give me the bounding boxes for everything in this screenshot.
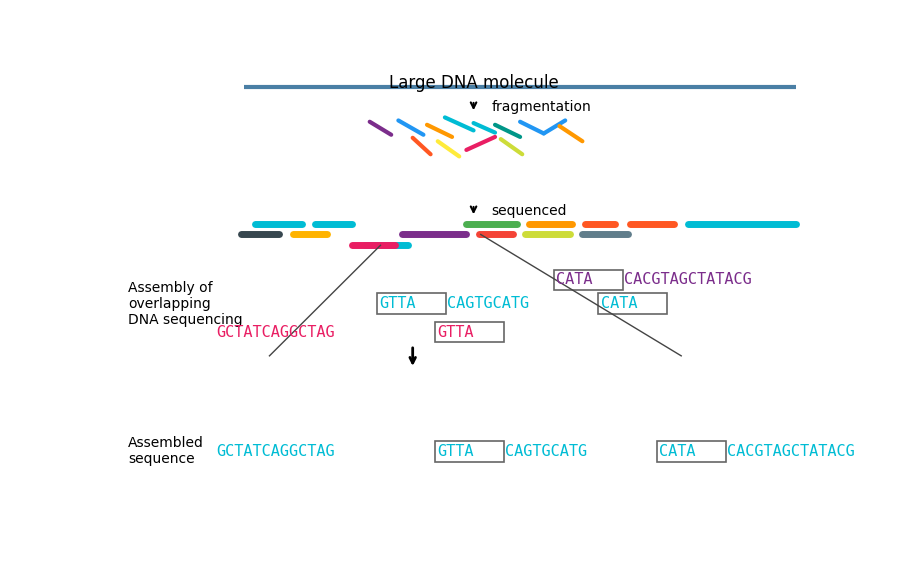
Text: CATA: CATA (556, 272, 592, 288)
Text: CAGTGCATG: CAGTGCATG (447, 296, 529, 311)
Text: GTTA: GTTA (379, 296, 416, 311)
Text: GCTATCAGGCTAG: GCTATCAGGCTAG (216, 444, 334, 459)
Text: Assembly of
overlapping
DNA sequencing: Assembly of overlapping DNA sequencing (128, 280, 243, 327)
Text: CAGTGCATG: CAGTGCATG (505, 444, 588, 459)
Text: Large DNA molecule: Large DNA molecule (389, 74, 558, 92)
Text: CACGTAGCTATACG: CACGTAGCTATACG (727, 444, 855, 459)
Text: CACGTAGCTATACG: CACGTAGCTATACG (624, 272, 752, 288)
Text: Assembled
sequence: Assembled sequence (128, 436, 204, 466)
Text: GTTA: GTTA (437, 324, 474, 339)
Text: GCTATCAGGCTAG: GCTATCAGGCTAG (216, 324, 334, 339)
Text: CATA: CATA (659, 444, 696, 459)
Text: GTTA: GTTA (437, 444, 474, 459)
Text: sequenced: sequenced (492, 204, 567, 218)
Text: CATA: CATA (601, 296, 637, 311)
Text: fragmentation: fragmentation (492, 100, 591, 114)
